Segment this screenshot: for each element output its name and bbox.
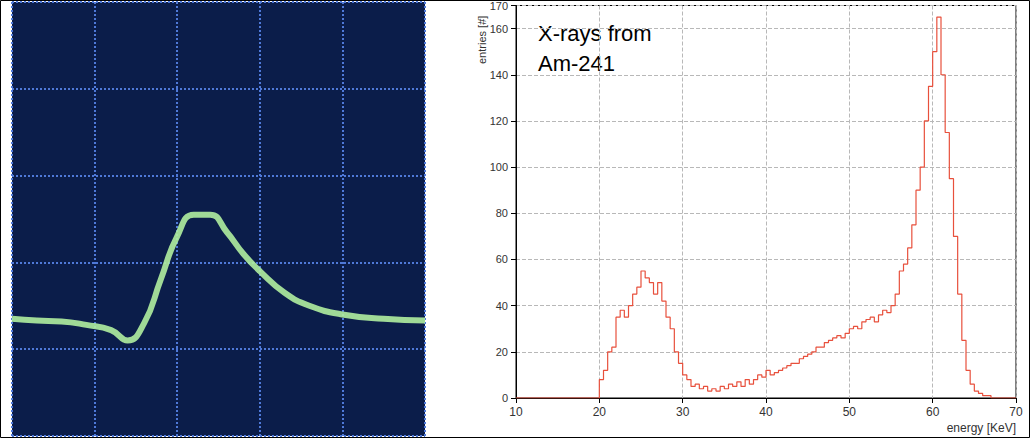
svg-text:10: 10 <box>509 405 523 419</box>
svg-text:170: 170 <box>490 0 508 12</box>
svg-text:0: 0 <box>502 392 508 404</box>
svg-text:120: 120 <box>490 115 508 127</box>
svg-text:40: 40 <box>496 300 508 312</box>
svg-text:80: 80 <box>496 207 508 219</box>
svg-text:140: 140 <box>490 69 508 81</box>
svg-text:20: 20 <box>593 405 607 419</box>
svg-text:40: 40 <box>759 405 773 419</box>
svg-text:30: 30 <box>676 405 690 419</box>
svg-text:100: 100 <box>490 161 508 173</box>
svg-text:70: 70 <box>1009 405 1023 419</box>
svg-text:60: 60 <box>496 253 508 265</box>
svg-text:20: 20 <box>496 346 508 358</box>
svg-text:X-rays from: X-rays from <box>538 21 652 46</box>
svg-text:energy [KeV]: energy [KeV] <box>947 421 1016 435</box>
svg-text:160: 160 <box>490 23 508 35</box>
svg-text:50: 50 <box>843 405 857 419</box>
svg-text:60: 60 <box>926 405 940 419</box>
svg-text:Am-241: Am-241 <box>538 51 615 76</box>
svg-text:entries [#]: entries [#] <box>476 16 488 64</box>
